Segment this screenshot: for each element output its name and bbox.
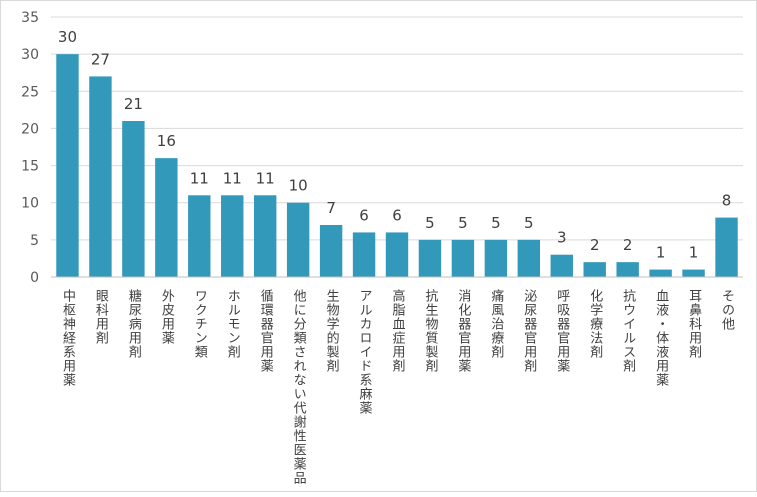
x-tick-label: 中枢神経系用薬 xyxy=(60,289,76,387)
data-label: 1 xyxy=(656,244,666,262)
x-tick-label: 抗ウイルス剤 xyxy=(620,289,636,373)
y-tick-label: 10 xyxy=(21,196,39,212)
bar xyxy=(89,76,112,277)
data-label: 11 xyxy=(256,169,275,187)
bar xyxy=(188,195,211,277)
x-tick-label: その他 xyxy=(719,289,735,331)
data-label: 16 xyxy=(157,132,176,150)
x-tick-label: 外皮用薬 xyxy=(159,289,175,345)
x-tick-label: 他に分類されない代謝性医薬品 xyxy=(291,289,307,485)
data-label: 11 xyxy=(190,169,209,187)
y-tick-label: 0 xyxy=(30,270,39,286)
data-label: 21 xyxy=(124,95,143,113)
x-tick-label: ホルモン剤 xyxy=(225,289,241,359)
bar xyxy=(550,254,573,277)
data-label: 6 xyxy=(392,206,402,224)
bar xyxy=(221,195,244,277)
bar xyxy=(418,239,442,277)
bar xyxy=(649,269,672,277)
bar xyxy=(517,239,541,277)
x-tick-label: 生物学的製剤 xyxy=(324,289,340,373)
y-tick-label: 25 xyxy=(21,84,39,100)
bar xyxy=(715,217,738,277)
data-label: 5 xyxy=(425,214,435,232)
data-label: 8 xyxy=(722,192,732,210)
y-tick-label: 5 xyxy=(30,233,39,249)
x-tick-label: ワクチン類 xyxy=(192,289,208,359)
data-label: 7 xyxy=(326,199,336,217)
y-tick-label: 20 xyxy=(21,121,39,137)
bar xyxy=(319,225,343,277)
x-tick-label: 糖尿病用剤 xyxy=(126,288,142,359)
x-tick-label: 眼科用剤 xyxy=(93,289,109,345)
bar xyxy=(385,232,409,277)
bar xyxy=(484,239,508,277)
y-axis: 0 5 10 15 20 25 30 35 xyxy=(21,10,39,286)
bar xyxy=(155,158,178,277)
data-label: 3 xyxy=(557,229,567,247)
x-tick-label: 血液・体液用薬 xyxy=(653,289,669,387)
x-tick-label: 耳鼻科用剤 xyxy=(686,289,702,359)
x-tick-label: 循環器官用薬 xyxy=(258,289,274,373)
data-label: 5 xyxy=(491,214,501,232)
x-tick-label: 化学療法剤 xyxy=(587,289,603,359)
x-tick-label: 抗生物質製剤 xyxy=(422,289,438,373)
bar xyxy=(583,262,606,277)
y-tick-label: 15 xyxy=(21,159,39,175)
bar xyxy=(616,262,639,277)
data-label: 27 xyxy=(91,50,110,68)
data-label: 5 xyxy=(524,214,534,232)
data-label: 1 xyxy=(689,244,699,262)
bar xyxy=(56,54,79,278)
x-tick-label: 泌尿器官用剤 xyxy=(521,289,537,373)
data-label: 30 xyxy=(58,28,77,46)
x-tick-label: 高脂血症用剤 xyxy=(390,288,406,373)
data-label: 2 xyxy=(623,236,633,254)
bar xyxy=(253,195,277,277)
bar xyxy=(286,202,310,277)
data-label: 2 xyxy=(590,236,600,254)
data-label: 10 xyxy=(289,177,308,195)
x-tick-label: 呼吸器官用薬 xyxy=(554,289,570,373)
bar xyxy=(451,239,475,277)
y-tick-label: 30 xyxy=(21,47,39,63)
data-label: 11 xyxy=(223,169,242,187)
data-label: 5 xyxy=(458,214,468,232)
bar xyxy=(122,121,145,277)
x-tick-label: 消化器官用薬 xyxy=(455,289,471,373)
x-tick-label: 痛風治療剤 xyxy=(488,288,504,359)
bar xyxy=(352,232,376,277)
y-tick-label: 35 xyxy=(21,10,39,26)
x-tick-label: アルカロイド系麻薬 xyxy=(357,289,373,415)
bar xyxy=(682,269,705,277)
x-axis: 中枢神経系用薬 眼科用剤 糖尿病用剤 外皮用薬 ワクチン類 ホルモン剤 循環器官用薬 他に分類… xyxy=(51,276,743,485)
data-label: 6 xyxy=(359,206,369,224)
